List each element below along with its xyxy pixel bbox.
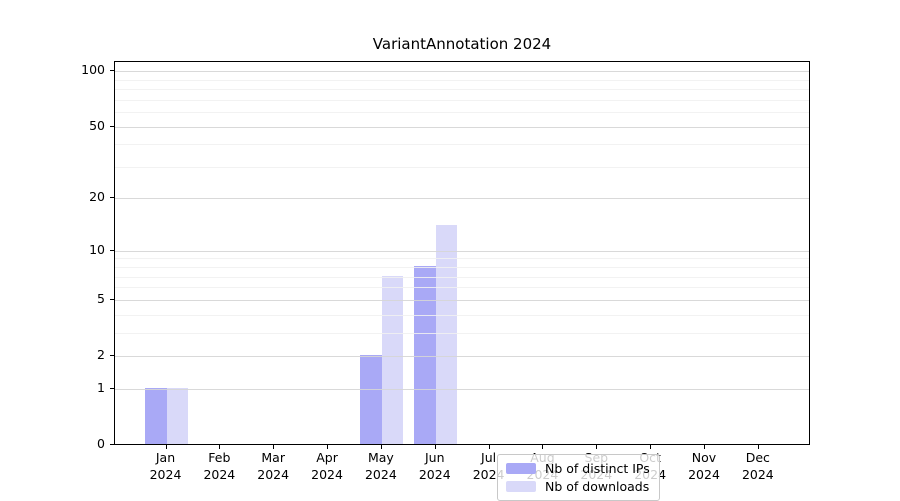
gridline-minor: [115, 144, 809, 146]
x-tick-month: Nov: [691, 450, 717, 465]
x-tick-month: Feb: [208, 450, 231, 465]
gridline-minor: [115, 166, 809, 168]
y-tick-mark: [110, 197, 114, 199]
y-tick-label: 20: [89, 189, 105, 205]
x-tick-mark: [596, 445, 598, 449]
x-tick-label: Apr 2024: [295, 450, 359, 483]
gridline-major: [115, 71, 809, 73]
x-tick-label: Jun 2024: [403, 450, 467, 483]
x-tick-mark: [650, 445, 652, 449]
legend-label-distinct-ips: Nb of distinct IPs: [545, 460, 650, 476]
bar-distinct-ips-jun: [414, 266, 436, 444]
x-tick-mark: [380, 445, 382, 449]
bar-distinct-ips-may: [360, 355, 382, 444]
x-tick-mark: [273, 445, 275, 449]
y-tick-label: 5: [97, 290, 105, 306]
x-tick-month: May: [367, 450, 394, 465]
gridline-minor: [115, 79, 809, 81]
gridline-major: [115, 388, 809, 390]
x-tick-year: 2024: [311, 466, 343, 482]
x-tick-mark: [165, 445, 167, 449]
x-tick-month: Apr: [316, 450, 338, 465]
y-tick-mark: [110, 355, 114, 356]
x-tick-mark: [542, 445, 544, 449]
x-tick-month: Mar: [261, 450, 285, 465]
y-tick-mark: [110, 444, 114, 445]
legend-swatch-downloads: [506, 480, 536, 492]
y-tick-label: 50: [89, 117, 105, 133]
gridline-major: [115, 356, 809, 357]
x-tick-year: 2024: [364, 466, 397, 482]
gridline-minor: [115, 332, 809, 334]
x-tick-mark: [434, 445, 436, 449]
y-tick-mark: [110, 125, 114, 127]
y-tick-mark: [110, 249, 114, 251]
gridline-major: [115, 126, 809, 128]
x-tick-year: 2024: [741, 466, 774, 482]
gridline-minor: [115, 258, 809, 260]
x-tick-year: 2024: [688, 466, 720, 482]
y-tick-mark: [110, 387, 114, 389]
gridline-minor: [115, 112, 809, 114]
x-tick-mark: [704, 445, 705, 449]
gridline-minor: [115, 99, 809, 101]
x-tick-label: Jul 2024: [457, 450, 521, 483]
chart-title: VariantAnnotation 2024: [372, 35, 552, 53]
x-tick-year: 2024: [472, 466, 505, 482]
x-tick-month: Jun: [424, 450, 445, 465]
x-tick-month: Jan: [155, 450, 176, 465]
x-tick-label: Mar 2024: [241, 450, 305, 483]
y-tick-mark: [110, 70, 114, 72]
gridline-major: [115, 250, 809, 252]
y-tick-mark: [110, 298, 114, 300]
legend-item-downloads: Nb of downloads: [506, 477, 650, 495]
x-tick-label: Jan 2024: [134, 450, 198, 483]
x-tick-year: 2024: [203, 466, 236, 482]
legend: Nb of distinct IPs Nb of downloads: [497, 454, 660, 501]
bar-downloads-may: [381, 275, 404, 444]
gridline-major: [115, 198, 809, 200]
x-tick-mark: [757, 445, 759, 449]
gridline-minor: [115, 314, 809, 316]
x-tick-mark: [488, 445, 490, 449]
x-tick-year: 2024: [149, 466, 182, 482]
gridline-minor: [115, 267, 809, 269]
x-tick-year: 2024: [418, 466, 451, 482]
plot-area: Nb of distinct IPs Nb of downloads: [114, 61, 810, 501]
gridline-minor: [115, 89, 809, 91]
x-tick-month: Jul: [481, 450, 497, 465]
bar-downloads-jan: [166, 387, 188, 444]
x-tick-label: May 2024: [349, 450, 413, 483]
gridline-minor: [115, 287, 809, 289]
x-tick-label: Feb 2024: [187, 450, 251, 483]
x-tick-label: Dec 2024: [726, 450, 790, 483]
bar-distinct-ips-jan: [145, 387, 167, 444]
y-tick-label: 0: [97, 436, 105, 451]
y-tick-label: 2: [97, 347, 105, 362]
gridline-minor: [115, 276, 809, 278]
y-tick-label: 100: [81, 62, 105, 78]
x-tick-mark: [327, 445, 329, 449]
gridline-major: [115, 299, 809, 301]
legend-item-distinct-ips: Nb of distinct IPs: [506, 459, 650, 477]
x-tick-month: Dec: [745, 450, 770, 465]
legend-label-downloads: Nb of downloads: [545, 478, 650, 494]
x-tick-label: Nov 2024: [672, 450, 736, 483]
y-tick-label: 1: [97, 379, 105, 395]
x-tick-mark: [219, 445, 221, 449]
x-tick-year: 2024: [257, 466, 290, 482]
y-tick-label: 10: [89, 241, 105, 257]
legend-swatch-distinct-ips: [506, 462, 536, 474]
